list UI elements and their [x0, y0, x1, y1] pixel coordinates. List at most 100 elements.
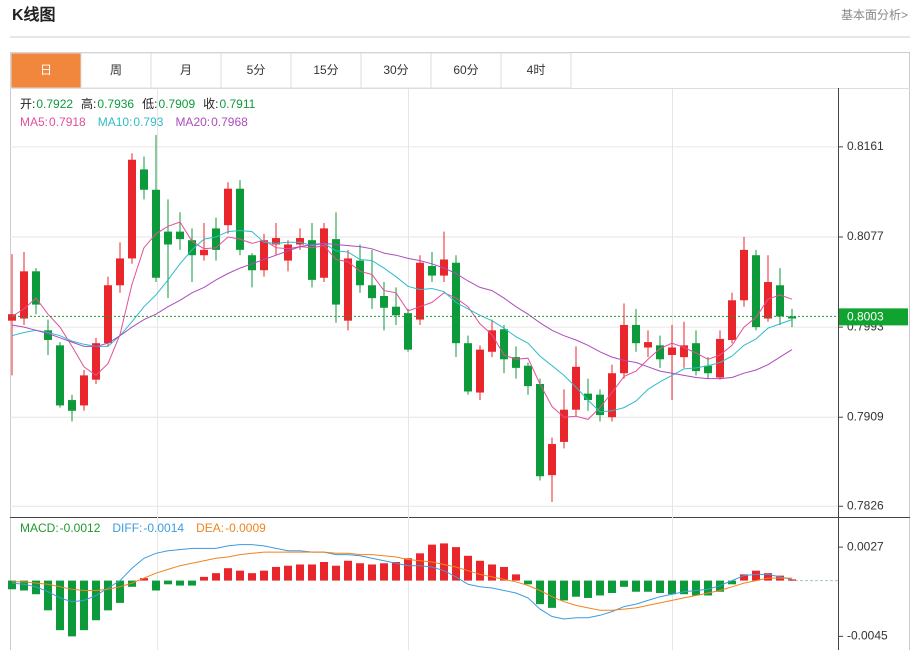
- candle-body: [344, 258, 352, 321]
- tab-label[interactable]: 15分: [313, 63, 338, 77]
- macd-bar: [572, 580, 580, 597]
- tab-label[interactable]: 月: [180, 63, 192, 77]
- macd-bar: [56, 580, 64, 631]
- tab[interactable]: [150, 52, 222, 89]
- y-tick-label: 0.8161: [847, 139, 884, 153]
- macd-bar: [476, 560, 484, 581]
- readout-value: 0.7968: [211, 115, 248, 129]
- readout-value: 0.7911: [219, 97, 255, 111]
- readout-label: MA10:: [98, 115, 133, 129]
- tab[interactable]: [430, 52, 502, 89]
- macd-bar: [296, 564, 304, 581]
- candle-body: [416, 262, 424, 320]
- candle-body: [272, 238, 280, 245]
- tab-label[interactable]: 4时: [527, 63, 546, 77]
- candle-body: [236, 188, 244, 250]
- candle-body: [728, 300, 736, 340]
- macd-bar: [620, 580, 628, 587]
- candle-body: [260, 240, 268, 271]
- ma-line: [11, 221, 793, 420]
- candle-body: [248, 255, 256, 271]
- macd-bar: [740, 574, 748, 581]
- macd-bar: [188, 580, 196, 586]
- macd-bar: [80, 580, 88, 631]
- candle-body: [296, 238, 304, 245]
- candle-body: [212, 228, 220, 250]
- tab[interactable]: [220, 52, 292, 89]
- candle-body: [92, 343, 100, 380]
- macd-bar: [308, 564, 316, 581]
- readout-value: -0.0014: [143, 521, 184, 535]
- candle-body: [332, 239, 340, 305]
- tab[interactable]: [80, 52, 152, 89]
- macd-bar: [584, 580, 592, 598]
- tab-label[interactable]: 周: [110, 63, 122, 77]
- candle-body: [572, 366, 580, 410]
- tab[interactable]: [290, 52, 362, 89]
- macd-bar: [488, 564, 496, 581]
- candle-body: [740, 249, 748, 301]
- candle-body: [764, 282, 772, 319]
- candle-body: [104, 285, 112, 344]
- candle-body: [656, 345, 664, 360]
- macd-line: [11, 544, 793, 620]
- macd-bar: [764, 573, 772, 581]
- macd-bar: [392, 562, 400, 581]
- candle-body: [524, 365, 532, 387]
- candle-body: [68, 400, 76, 411]
- macd-bar: [752, 570, 760, 581]
- y-tick-label: -0.0045: [847, 629, 888, 643]
- readout-value: -0.0009: [225, 521, 266, 535]
- candle-body: [632, 324, 640, 344]
- candle-body: [56, 345, 64, 406]
- readout-value: 0.7909: [158, 97, 195, 111]
- tab-label[interactable]: 5分: [247, 63, 266, 77]
- readout-value: 0.793: [133, 115, 163, 129]
- macd-line: [12, 551, 792, 611]
- candle-body: [548, 444, 556, 476]
- y-tick-label: 0.7826: [847, 498, 884, 512]
- y-tick-label: 0.7909: [847, 409, 884, 423]
- candle-body: [620, 324, 628, 374]
- tab[interactable]: [10, 52, 82, 89]
- macd-bar: [380, 563, 388, 581]
- macd-bar: [272, 566, 280, 581]
- candle-body: [284, 244, 292, 261]
- macd-bar: [548, 580, 556, 608]
- macd-bar: [692, 580, 700, 596]
- readout-value: 0.7936: [97, 97, 134, 111]
- candle-body: [200, 249, 208, 256]
- readout-label: MACD:: [20, 521, 59, 535]
- macd-bar: [224, 568, 232, 581]
- candle-body: [380, 295, 388, 308]
- candle-body: [116, 258, 124, 286]
- candle-body: [176, 231, 184, 240]
- macd-bar: [464, 555, 472, 581]
- candle-body: [704, 365, 712, 374]
- macd-bar: [200, 576, 208, 581]
- candle-body: [716, 338, 724, 378]
- y-tick-label: 0.8077: [847, 229, 884, 243]
- macd-bar: [140, 578, 148, 581]
- tab[interactable]: [500, 52, 572, 89]
- ma-line: [11, 242, 793, 380]
- macd-bar: [596, 580, 604, 596]
- candle-body: [20, 271, 28, 319]
- candle-body: [608, 373, 616, 418]
- tab-label[interactable]: 30分: [383, 63, 408, 77]
- fundamental-link[interactable]: 基本面分析>: [841, 8, 908, 22]
- macd-bar: [656, 580, 664, 593]
- candle-body: [8, 314, 16, 321]
- macd-bar: [368, 564, 376, 581]
- macd-bar: [356, 563, 364, 581]
- macd-bar: [608, 580, 616, 593]
- macd-bar: [128, 580, 136, 587]
- readout-label: DEA:: [196, 521, 224, 535]
- readout-label: MA20:: [175, 115, 210, 129]
- tab-label[interactable]: 60分: [453, 63, 478, 77]
- macd-bar: [680, 580, 688, 595]
- tab-label[interactable]: 日: [40, 63, 52, 77]
- readout-label: MA5:: [20, 115, 48, 129]
- macd-bar: [668, 580, 676, 595]
- macd-bar: [212, 573, 220, 581]
